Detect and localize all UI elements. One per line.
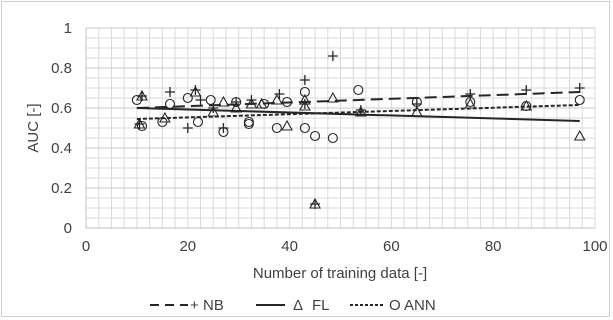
data-point-nb (327, 51, 338, 61)
trendline-nb (136, 91, 580, 109)
y-tick-label: 0 (64, 220, 72, 237)
data-point-fl (281, 119, 293, 131)
x-tick-label: 60 (383, 238, 400, 255)
data-point-ann (218, 126, 229, 138)
x-tick-label: 40 (281, 238, 298, 255)
data-point-nb (521, 85, 532, 95)
data-point-ann (574, 94, 585, 106)
data-point-ann (182, 92, 193, 104)
data-point-fl (270, 93, 283, 105)
data-point-ann (231, 96, 242, 108)
data-point-fl (410, 105, 423, 117)
data-point-fl (230, 101, 243, 113)
data-point-ann (131, 94, 142, 106)
data-point-ann (136, 120, 148, 132)
data-point-nb (274, 89, 285, 99)
data-point-ann (465, 96, 476, 108)
x-tick-label: 80 (485, 238, 502, 255)
legend-ann-symbol: O (389, 297, 401, 314)
legend-nb-symbol: + (190, 297, 199, 314)
data-point-ann (521, 100, 532, 112)
tick-labels: 0 20 40 60 80 100 0 0.2 0.4 0.6 0.8 1 (51, 20, 607, 255)
data-point-ann (299, 86, 310, 98)
data-point-ann (299, 122, 310, 134)
legend: + NB Δ FL O ANN (150, 297, 436, 314)
y-tick-label: 0.4 (51, 140, 72, 157)
data-point-fl (464, 97, 477, 109)
data-point-fl (136, 89, 148, 101)
legend-ann-label: ANN (404, 297, 436, 314)
data-point-ann (243, 118, 254, 130)
y-axis-title: AUC [-] (25, 103, 42, 152)
data-point-ann (157, 116, 168, 128)
data-point-nb (182, 123, 193, 133)
y-tick-label: 0.8 (51, 60, 72, 77)
data-point-fl (207, 105, 220, 117)
data-point-fl (189, 85, 202, 97)
data-point-fl (354, 105, 367, 117)
trendline-fl (136, 107, 580, 122)
data-point-nb (164, 87, 175, 97)
data-point-nb (195, 95, 206, 105)
data-point-nb (299, 75, 310, 85)
data-point-fl (573, 129, 586, 141)
data-point-ann (164, 98, 176, 110)
data-markers (131, 51, 586, 209)
data-point-fl (217, 95, 230, 107)
data-point-ann (271, 122, 282, 134)
data-point-nb (574, 83, 585, 93)
data-point-fl (298, 99, 311, 111)
trendlines (136, 91, 580, 122)
data-point-fl (326, 91, 339, 103)
x-tick-label: 0 (82, 238, 90, 255)
data-point-ann (205, 94, 216, 106)
legend-nb-label: NB (203, 297, 224, 314)
data-point-ann (411, 96, 422, 108)
data-point-ann (309, 130, 321, 142)
x-axis-title: Number of training data [-] (253, 265, 427, 282)
x-tick-label: 100 (582, 238, 607, 255)
data-point-ann (327, 132, 338, 144)
x-tick-label: 20 (179, 238, 196, 255)
data-point-fl (133, 117, 146, 129)
y-tick-label: 0.6 (51, 100, 72, 117)
data-point-ann (353, 84, 364, 96)
data-point-ann (192, 116, 204, 128)
y-tick-label: 1 (64, 20, 72, 37)
legend-fl-label: FL (312, 297, 330, 314)
data-point-ann (243, 116, 254, 128)
trendline-ann (136, 104, 580, 120)
data-point-ann (282, 96, 293, 108)
axes (85, 28, 595, 229)
data-point-fl (309, 197, 321, 209)
data-point-fl (245, 97, 258, 109)
data-point-fl (298, 93, 311, 105)
data-point-ann (259, 98, 270, 110)
legend-fl-symbol: Δ (293, 297, 303, 314)
y-tick-label: 0.2 (51, 180, 72, 197)
gridlines (85, 27, 596, 229)
